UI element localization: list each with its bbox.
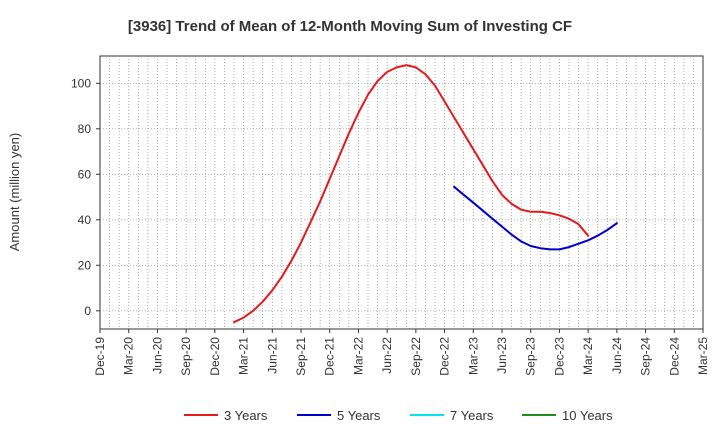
x-tick-label: Jun-21	[265, 337, 279, 374]
legend: 3 Years 5 Years 7 Years 10 Years	[184, 408, 613, 423]
legend-label: 10 Years	[562, 408, 613, 423]
x-tick-label: Sep-22	[409, 337, 423, 376]
x-tick-label: Mar-23	[466, 337, 480, 375]
series-layer	[233, 64, 618, 324]
x-tick-label: Dec-24	[667, 337, 681, 376]
y-tick-label: 80	[78, 122, 92, 136]
x-tick-label: Mar-24	[581, 337, 595, 375]
x-tick-label: Jun-20	[150, 337, 164, 374]
y-tick-label: 0	[84, 304, 91, 318]
x-tick-label: Dec-23	[552, 337, 566, 376]
x-tick-label: Sep-24	[639, 337, 653, 376]
chart-title: [3936] Trend of Mean of 12-Month Moving …	[128, 18, 572, 35]
y-tick-label: 60	[78, 167, 92, 181]
legend-label: 7 Years	[450, 408, 494, 423]
y-tick-label: 20	[78, 258, 92, 272]
x-tick-label: Jun-23	[495, 337, 509, 374]
x-tick-label: Mar-21	[237, 337, 251, 375]
grid-layer	[100, 56, 703, 329]
plot-area	[99, 55, 704, 330]
x-tick-label: Mar-22	[351, 337, 365, 375]
legend-label: 5 Years	[337, 408, 381, 423]
x-tick-label: Jun-24	[610, 337, 624, 374]
x-tick-label: Jun-22	[380, 337, 394, 374]
x-tick-label: Sep-20	[179, 337, 193, 376]
y-tick-label: 40	[78, 213, 92, 227]
x-tick-label: Mar-20	[122, 337, 136, 375]
y-tick-label: 100	[71, 76, 91, 90]
series-line-3-years	[233, 64, 590, 324]
y-tick-labels: 0 20 40 60 80 100	[71, 76, 100, 318]
x-tick-label: Sep-21	[294, 337, 308, 376]
y-axis-label: Amount (million yen)	[7, 133, 22, 252]
x-tick-label: Sep-23	[524, 337, 538, 376]
x-tick-label: Dec-21	[323, 337, 337, 376]
x-tick-labels: Dec-19 Mar-20 Jun-20 Sep-20 Dec-20 Mar-21 Jun-…	[93, 329, 710, 376]
x-tick-label: Mar-25	[696, 337, 710, 375]
legend-label: 3 Years	[224, 408, 268, 423]
series-line-5-years	[453, 185, 618, 251]
x-tick-label: Dec-19	[93, 337, 107, 376]
x-tick-label: Dec-22	[438, 337, 452, 376]
x-tick-label: Dec-20	[208, 337, 222, 376]
